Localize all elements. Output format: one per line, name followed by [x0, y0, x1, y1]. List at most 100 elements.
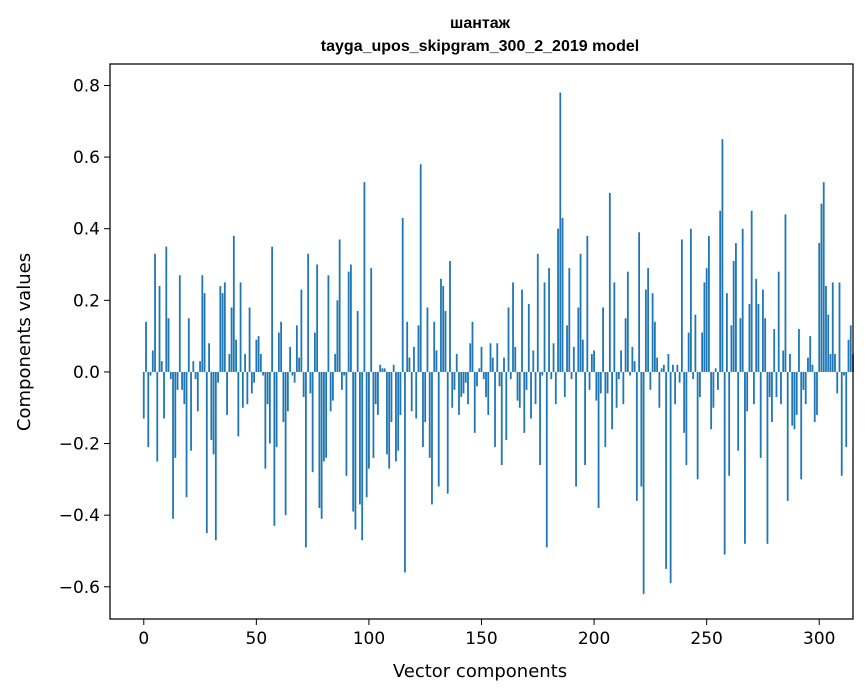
- bar: [624, 318, 627, 372]
- bar: [291, 371, 294, 376]
- bar: [737, 371, 740, 451]
- bar: [181, 371, 183, 390]
- bar: [494, 371, 496, 448]
- bar: [701, 332, 704, 372]
- bar: [253, 371, 255, 383]
- bar: [187, 318, 190, 372]
- bar: [266, 371, 269, 405]
- bar: [503, 357, 505, 372]
- bar: [196, 371, 199, 412]
- bar: [825, 286, 827, 372]
- bar: [809, 336, 812, 372]
- bar: [838, 282, 841, 372]
- bar: [462, 371, 465, 394]
- bar: [599, 371, 602, 394]
- bar: [683, 371, 686, 433]
- bar: [694, 314, 697, 372]
- bar: [212, 371, 215, 455]
- bar: [719, 210, 722, 372]
- bar: [590, 354, 593, 372]
- bar: [185, 371, 188, 498]
- bar: [487, 371, 490, 415]
- bar: [241, 371, 244, 408]
- bar: [424, 371, 427, 423]
- bar: [629, 371, 631, 376]
- bar: [714, 368, 717, 372]
- bar: [352, 371, 355, 512]
- bar: [674, 371, 677, 405]
- bar: [489, 343, 492, 372]
- bar: [313, 332, 316, 372]
- bar: [343, 371, 346, 376]
- bar: [536, 253, 539, 372]
- bar: [374, 371, 377, 405]
- bar: [255, 339, 258, 372]
- bar: [514, 346, 517, 372]
- bar: [784, 214, 787, 372]
- bar: [757, 303, 760, 372]
- bar: [496, 343, 499, 372]
- bar: [437, 371, 440, 487]
- bar: [530, 371, 532, 419]
- bar: [534, 371, 537, 405]
- bar: [775, 371, 778, 397]
- bar: [145, 321, 147, 372]
- bar: [329, 371, 332, 412]
- bar: [581, 339, 584, 372]
- bar: [368, 371, 370, 469]
- bar: [460, 371, 463, 397]
- bar: [208, 343, 210, 372]
- bar: [608, 192, 611, 372]
- bar: [593, 350, 595, 372]
- bar: [507, 307, 510, 372]
- bar: [404, 371, 406, 573]
- bar: [471, 321, 474, 372]
- bar: [575, 371, 577, 487]
- bar: [410, 371, 413, 412]
- bar: [613, 282, 616, 372]
- bar: [687, 332, 690, 372]
- bar: [390, 371, 393, 423]
- bar: [505, 371, 508, 440]
- bar: [653, 321, 656, 372]
- bar: [286, 371, 289, 412]
- bar: [840, 371, 843, 476]
- bar: [708, 235, 710, 372]
- plot-frame: [109, 63, 854, 620]
- bar: [491, 357, 494, 372]
- bar: [577, 307, 580, 372]
- bar: [381, 368, 384, 372]
- x-tick-label: 200: [578, 629, 610, 649]
- bar: [413, 346, 415, 372]
- bar: [176, 371, 179, 390]
- bar: [469, 343, 472, 372]
- bar: [169, 371, 172, 380]
- bar: [692, 371, 695, 380]
- bar: [705, 268, 708, 372]
- bar: [359, 371, 361, 505]
- bar: [244, 354, 246, 372]
- bar: [604, 371, 607, 448]
- bar: [388, 371, 391, 469]
- bar: [748, 303, 751, 372]
- bar: [282, 371, 285, 423]
- bar: [532, 350, 535, 372]
- bar: [336, 300, 339, 372]
- bar: [320, 371, 323, 519]
- bar: [561, 217, 564, 372]
- bar: [221, 293, 224, 372]
- bar: [426, 307, 429, 372]
- bar: [807, 357, 809, 372]
- bar: [512, 282, 514, 372]
- bar: [235, 339, 237, 372]
- bar: [356, 311, 359, 372]
- bar: [160, 361, 163, 372]
- bar: [478, 368, 481, 372]
- bar: [802, 371, 805, 390]
- bar: [309, 371, 312, 394]
- bar: [322, 371, 325, 462]
- bar: [789, 354, 791, 372]
- bar: [338, 239, 341, 372]
- y-tick-label: −0.4: [59, 506, 100, 526]
